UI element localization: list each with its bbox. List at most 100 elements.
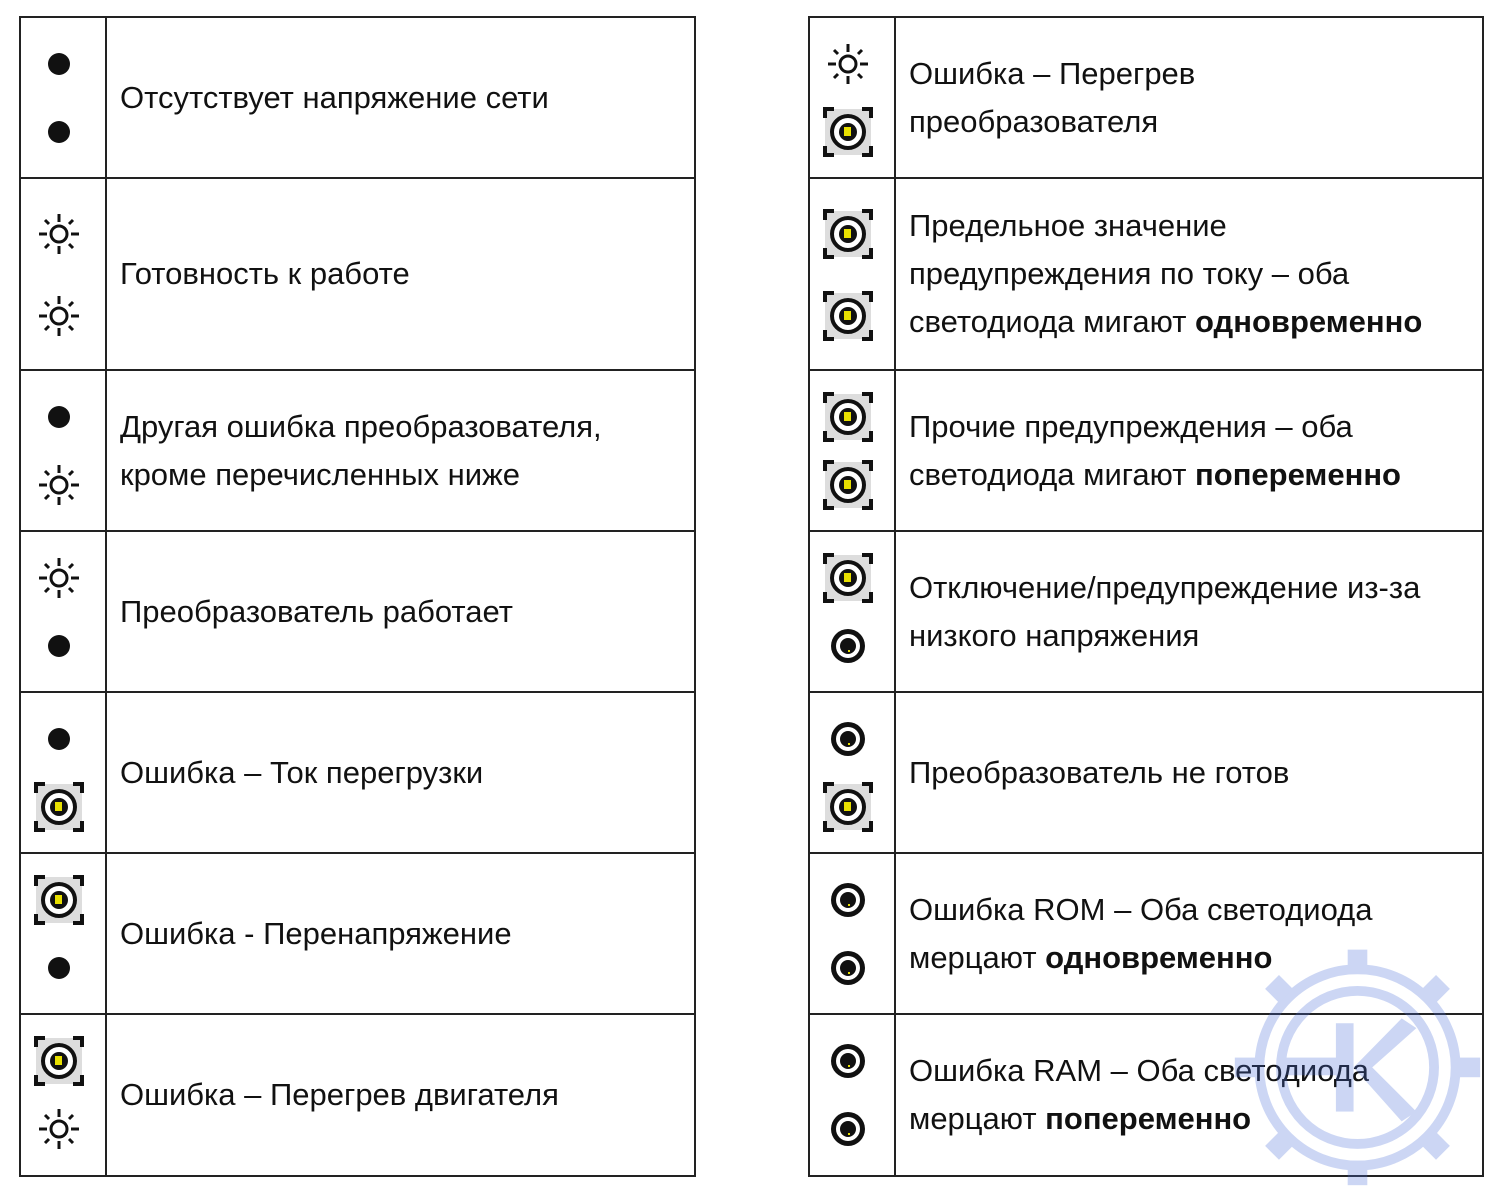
description-text: Преобразователь не готов [909, 754, 1290, 790]
description-line: Отключение/предупреждение из-за [909, 564, 1482, 612]
description-line: мерцают попеременно [909, 1095, 1482, 1143]
status-description: Готовность к работе [107, 179, 694, 369]
status-description: Отсутствует напряжение сети [107, 18, 694, 177]
led-off-icon [33, 713, 85, 765]
description-text: Другая ошибка преобразователя, [120, 408, 602, 444]
led-indicators [810, 18, 896, 177]
table-row: Прочие предупреждения – оба светодиода ми… [810, 371, 1482, 532]
description-text: светодиода мигают [909, 304, 1196, 339]
led-indicators [21, 1015, 107, 1175]
description-text: светодиода мигают [909, 456, 1196, 492]
status-description: Преобразователь не готов [896, 693, 1482, 852]
status-description: Ошибка ROM – Оба светодиода мерцают однов… [896, 854, 1482, 1013]
led-flicker-icon [822, 620, 874, 672]
description-emphasis: попеременно [1195, 456, 1401, 492]
led-on-icon [33, 459, 85, 511]
description-line: Ошибка - Перенапряжение [120, 910, 694, 958]
led-on-icon [33, 552, 85, 604]
description-emphasis: одновременно [1045, 939, 1273, 975]
status-description: Преобразователь работает [107, 532, 694, 691]
led-indicators [21, 371, 107, 530]
description-line: Другая ошибка преобразователя, [120, 403, 694, 451]
description-text: Ошибка ROM – Оба светодиода [909, 891, 1373, 927]
description-text: Прочие предупреждения – оба [909, 408, 1353, 444]
led-flicker-icon [822, 874, 874, 926]
description-emphasis: одновременно [1195, 304, 1423, 339]
led-blink-icon [822, 391, 874, 443]
description-text: кроме перечисленных ниже [120, 456, 521, 492]
description-text: Отключение/предупреждение из-за [909, 569, 1421, 605]
led-blink-icon [822, 208, 874, 260]
led-off-icon [33, 942, 85, 994]
description-line: Ошибка – Перегрев двигателя [120, 1071, 694, 1119]
status-description: Ошибка RAM – Оба светодиода мерцают попер… [896, 1015, 1482, 1175]
led-blink-icon [33, 1035, 85, 1087]
status-description: Прочие предупреждения – оба светодиода ми… [896, 371, 1482, 530]
led-blink-icon [822, 106, 874, 158]
description-line: светодиода мигают одновременно [909, 298, 1482, 346]
led-off-icon [33, 38, 85, 90]
description-line: Готовность к работе [120, 250, 694, 298]
led-blink-icon [33, 781, 85, 833]
description-line: Отсутствует напряжение сети [120, 74, 694, 122]
description-text: преобразователя [909, 103, 1159, 139]
led-flicker-icon [822, 1103, 874, 1155]
description-text: Ошибка – Ток перегрузки [120, 754, 484, 790]
led-on-icon [33, 208, 85, 260]
status-description: Ошибка – Ток перегрузки [107, 693, 694, 852]
description-text: предупреждения по току – оба [909, 256, 1350, 291]
description-line: мерцают одновременно [909, 934, 1482, 982]
led-blink-icon [822, 781, 874, 833]
led-blink-icon [33, 874, 85, 926]
description-line: Ошибка – Ток перегрузки [120, 749, 694, 797]
led-indicators [21, 179, 107, 369]
led-flicker-icon [822, 942, 874, 994]
table-row: Преобразователь работает [21, 532, 694, 693]
table-row: Готовность к работе [21, 179, 694, 371]
table-row: Ошибка RAM – Оба светодиода мерцают попер… [810, 1015, 1482, 1175]
led-blink-icon [822, 459, 874, 511]
description-text: мерцают [909, 1101, 1046, 1136]
description-text: Ошибка – Перегрев двигателя [120, 1077, 559, 1112]
led-on-icon [33, 290, 85, 342]
table-row: Отсутствует напряжение сети [21, 18, 694, 179]
status-description: Другая ошибка преобразователя, кроме пере… [107, 371, 694, 530]
led-status-table-left: Отсутствует напряжение сети Готовность к … [19, 16, 696, 1177]
description-line: Ошибка RAM – Оба светодиода [909, 1047, 1482, 1095]
led-flicker-icon [822, 713, 874, 765]
led-indicators [21, 693, 107, 852]
description-text: мерцают [909, 939, 1046, 975]
led-status-table-right: Ошибка – Перегрев преобразователя Предельн… [808, 16, 1484, 1177]
description-line: Ошибка – Перегрев [909, 50, 1482, 98]
status-description: Ошибка - Перенапряжение [107, 854, 694, 1013]
led-indicators [810, 179, 896, 369]
description-line: кроме перечисленных ниже [120, 451, 694, 499]
description-line: преобразователя [909, 98, 1482, 146]
led-indicators [810, 854, 896, 1013]
description-text: Отсутствует напряжение сети [120, 79, 549, 115]
table-row: Другая ошибка преобразователя, кроме пере… [21, 371, 694, 532]
description-line: Ошибка ROM – Оба светодиода [909, 886, 1482, 934]
led-on-icon [822, 38, 874, 90]
table-row: Ошибка ROM – Оба светодиода мерцают однов… [810, 854, 1482, 1015]
led-off-icon [33, 106, 85, 158]
led-indicators [810, 1015, 896, 1175]
description-line: Прочие предупреждения – оба [909, 403, 1482, 451]
led-indicators [21, 532, 107, 691]
description-line: светодиода мигают попеременно [909, 451, 1482, 499]
description-line: Преобразователь работает [120, 588, 694, 636]
led-indicators [21, 18, 107, 177]
status-description: Отключение/предупреждение из-за низкого н… [896, 532, 1482, 691]
led-indicators [810, 371, 896, 530]
led-indicators [810, 532, 896, 691]
led-blink-icon [822, 290, 874, 342]
description-line: низкого напряжения [909, 612, 1482, 660]
status-description: Ошибка – Перегрев преобразователя [896, 18, 1482, 177]
description-text: Ошибка RAM – Оба светодиода [909, 1053, 1370, 1088]
status-description: Ошибка – Перегрев двигателя [107, 1015, 694, 1175]
description-text: низкого напряжения [909, 617, 1200, 653]
table-row: Предельное значение предупреждения по ток… [810, 179, 1482, 371]
table-row: Отключение/предупреждение из-за низкого н… [810, 532, 1482, 693]
description-emphasis: попеременно [1045, 1101, 1252, 1136]
table-row: Ошибка - Перенапряжение [21, 854, 694, 1015]
